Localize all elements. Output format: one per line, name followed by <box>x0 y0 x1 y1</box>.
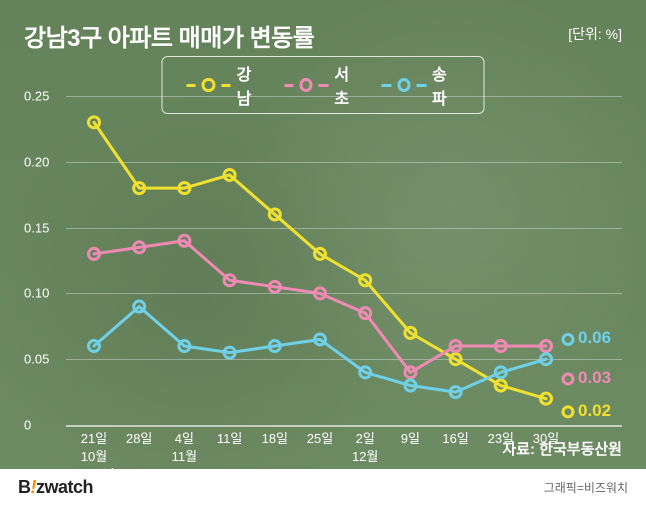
end-value-label: 0.02 <box>578 401 611 421</box>
legend-marker-icon <box>397 78 410 92</box>
y-tick-label: 0.10 <box>24 286 49 301</box>
x-sub-label: 10월 <box>81 446 107 465</box>
x-tick-label: 9일 <box>401 428 420 447</box>
legend-line-icon <box>221 84 230 87</box>
x-tick-label: 11일 <box>217 428 242 447</box>
series-line <box>94 307 546 393</box>
source-label: 자료: 한국부동산원 <box>502 438 622 459</box>
legend-line-icon <box>382 84 391 87</box>
legend-marker-icon <box>300 78 313 92</box>
logo-b: B <box>18 477 31 497</box>
x-sub-label: 11월 <box>172 446 197 465</box>
footer: B!zwatch 그래픽=비즈워치 <box>0 469 646 505</box>
end-marker-icon <box>563 407 573 417</box>
chart-card: 강남3구 아파트 매매가 변동률 [단위: %] 강남서초송파 00.050.1… <box>0 0 646 505</box>
plot-svg <box>66 96 622 425</box>
x-tick-label: 21일 <box>81 428 107 447</box>
legend-line-icon <box>417 84 426 87</box>
end-marker-icon <box>563 334 573 344</box>
x-sub-label: 12월 <box>352 446 378 465</box>
y-tick-label: 0.25 <box>24 89 49 104</box>
end-value-label: 0.03 <box>578 368 611 388</box>
baseline <box>66 425 622 427</box>
x-tick-label: 4일 <box>175 428 194 447</box>
legend-line-icon <box>187 84 196 87</box>
x-tick-label: 16일 <box>442 428 468 447</box>
logo-z: z <box>36 477 45 497</box>
chart-area: 00.050.100.150.200.250.060.030.0221일28일4… <box>24 96 622 425</box>
logo: B!zwatch <box>18 477 93 498</box>
chart-unit: [단위: %] <box>568 24 622 44</box>
x-tick-label: 28일 <box>126 428 152 447</box>
legend-line-icon <box>319 84 328 87</box>
legend-line-icon <box>284 84 293 87</box>
content: 강남3구 아파트 매매가 변동률 [단위: %] 강남서초송파 00.050.1… <box>0 0 646 505</box>
y-tick-label: 0.15 <box>24 220 49 235</box>
x-tick-label: 25일 <box>307 428 333 447</box>
legend-marker-icon <box>202 78 215 92</box>
end-marker-icon <box>563 374 573 384</box>
x-tick-label: 2일 <box>356 428 375 447</box>
logo-watch: watch <box>45 477 94 497</box>
y-tick-label: 0.05 <box>24 352 49 367</box>
y-tick-label: 0 <box>24 418 31 433</box>
credit-label: 그래픽=비즈워치 <box>544 479 628 496</box>
x-tick-label: 18일 <box>262 428 288 447</box>
end-value-label: 0.06 <box>578 328 611 348</box>
y-tick-label: 0.20 <box>24 154 49 169</box>
chart-title: 강남3구 아파트 매매가 변동률 <box>24 18 314 53</box>
